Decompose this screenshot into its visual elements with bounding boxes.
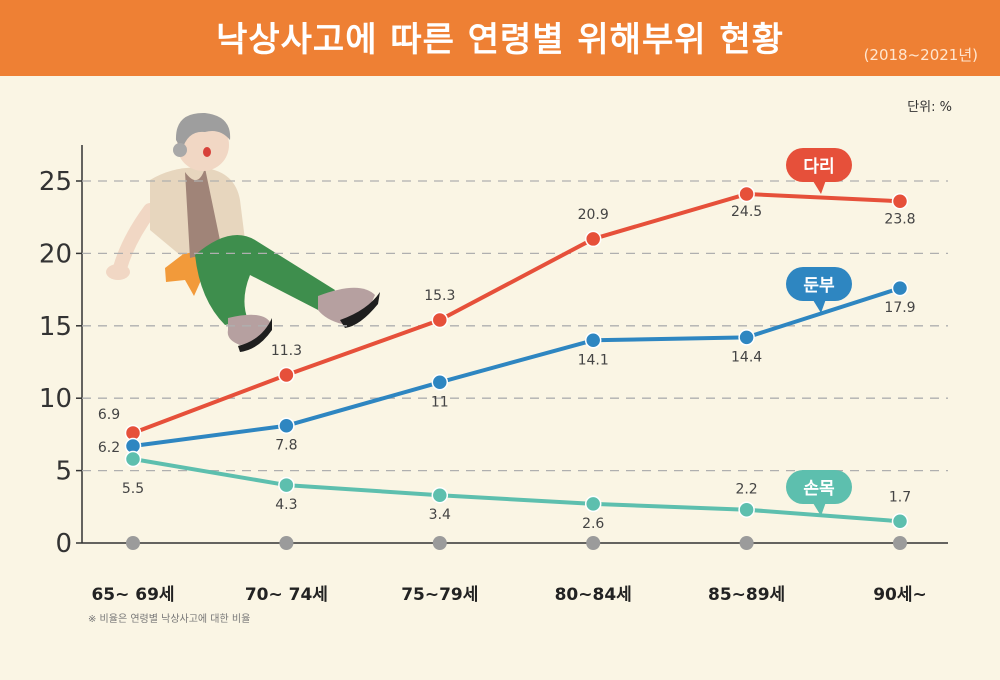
- legend-bubble-wrist: [786, 470, 852, 504]
- data-point-wrist: [431, 486, 449, 504]
- x-axis-dot: [586, 536, 601, 550]
- data-label-hip: 17.9: [884, 300, 915, 316]
- data-point-wrist: [584, 495, 602, 513]
- data-point-wrist: [891, 513, 909, 530]
- data-point-leg: [891, 193, 909, 210]
- data-point-hip: [584, 332, 602, 349]
- data-point-leg: [431, 311, 449, 329]
- data-label-leg: 24.5: [731, 204, 762, 220]
- x-tick-label: 85~89세: [708, 585, 785, 605]
- legend-bubble-leg: [786, 148, 852, 182]
- y-tick-label: 5: [55, 457, 72, 487]
- unit-label: 단위: %: [907, 100, 952, 115]
- y-tick-label: 0: [55, 529, 72, 559]
- x-tick-label: 75~79세: [401, 585, 478, 605]
- data-point-hip: [891, 279, 909, 297]
- data-point-leg: [584, 230, 602, 248]
- data-label-leg: 11.3: [271, 343, 302, 359]
- data-point-wrist: [278, 476, 295, 494]
- y-tick-label: 25: [39, 167, 72, 197]
- data-label-hip: 7.8: [275, 438, 297, 454]
- data-label-wrist: 4.3: [275, 497, 297, 513]
- legend-bubble-hip: [786, 267, 852, 301]
- data-label-leg: 6.9: [98, 407, 120, 423]
- falling-woman-illustration: [106, 112, 380, 352]
- x-tick-label: 70~ 74세: [245, 585, 328, 605]
- footnote: ※ 비율은 연령별 낙상사고에 대한 비율: [88, 614, 251, 625]
- data-label-wrist: 2.2: [735, 482, 757, 498]
- data-point-hip: [431, 374, 449, 391]
- x-tick-label: 65~ 69세: [91, 585, 174, 605]
- legend-bubble-tail-leg: [813, 180, 826, 194]
- data-label-hip: 11: [431, 394, 449, 410]
- y-tick-label: 10: [39, 384, 72, 414]
- data-label-leg: 20.9: [578, 207, 609, 223]
- y-tick-label: 20: [39, 239, 72, 269]
- data-point-leg: [738, 185, 755, 203]
- series-line-hip: [132, 286, 901, 448]
- series-line-leg: [132, 192, 901, 435]
- legend-label-wrist: 손목: [803, 479, 835, 499]
- x-axis-dot: [279, 536, 294, 550]
- series-line-wrist: [132, 457, 901, 524]
- data-label-leg: 15.3: [424, 288, 455, 304]
- data-label-wrist: 5.5: [122, 481, 144, 497]
- data-label-wrist: 1.7: [889, 489, 911, 505]
- legend-label-leg: 다리: [803, 157, 834, 177]
- x-tick-label: 80~84세: [555, 585, 632, 605]
- period-label: (2018~2021년): [863, 46, 978, 64]
- legend-label-hip: 둔부: [803, 276, 835, 296]
- data-point-hip: [738, 329, 755, 346]
- legend-bubble-tail-hip: [813, 299, 826, 313]
- data-point-hip: [278, 417, 295, 434]
- x-axis-dot: [126, 536, 140, 550]
- data-point-leg: [278, 366, 295, 384]
- x-axis-dot: [893, 536, 907, 550]
- data-label-hip: 6.2: [98, 440, 120, 456]
- data-point-wrist: [124, 450, 142, 468]
- x-axis-dot: [432, 536, 447, 550]
- chart-title: 낙상사고에 따른 연령별 위해부위 현황: [216, 20, 784, 60]
- data-label-hip: 14.4: [731, 349, 762, 365]
- data-point-wrist: [738, 501, 755, 518]
- data-label-wrist: 3.4: [429, 507, 451, 523]
- legend-bubble-tail-wrist: [813, 502, 826, 516]
- x-axis-dot: [739, 536, 754, 550]
- data-label-leg: 23.8: [884, 211, 915, 227]
- y-tick-label: 15: [39, 312, 72, 342]
- data-label-wrist: 2.6: [582, 516, 604, 532]
- header-bar: [0, 0, 1000, 76]
- x-tick-label: 90세~: [873, 585, 927, 605]
- data-label-hip: 14.1: [578, 352, 609, 368]
